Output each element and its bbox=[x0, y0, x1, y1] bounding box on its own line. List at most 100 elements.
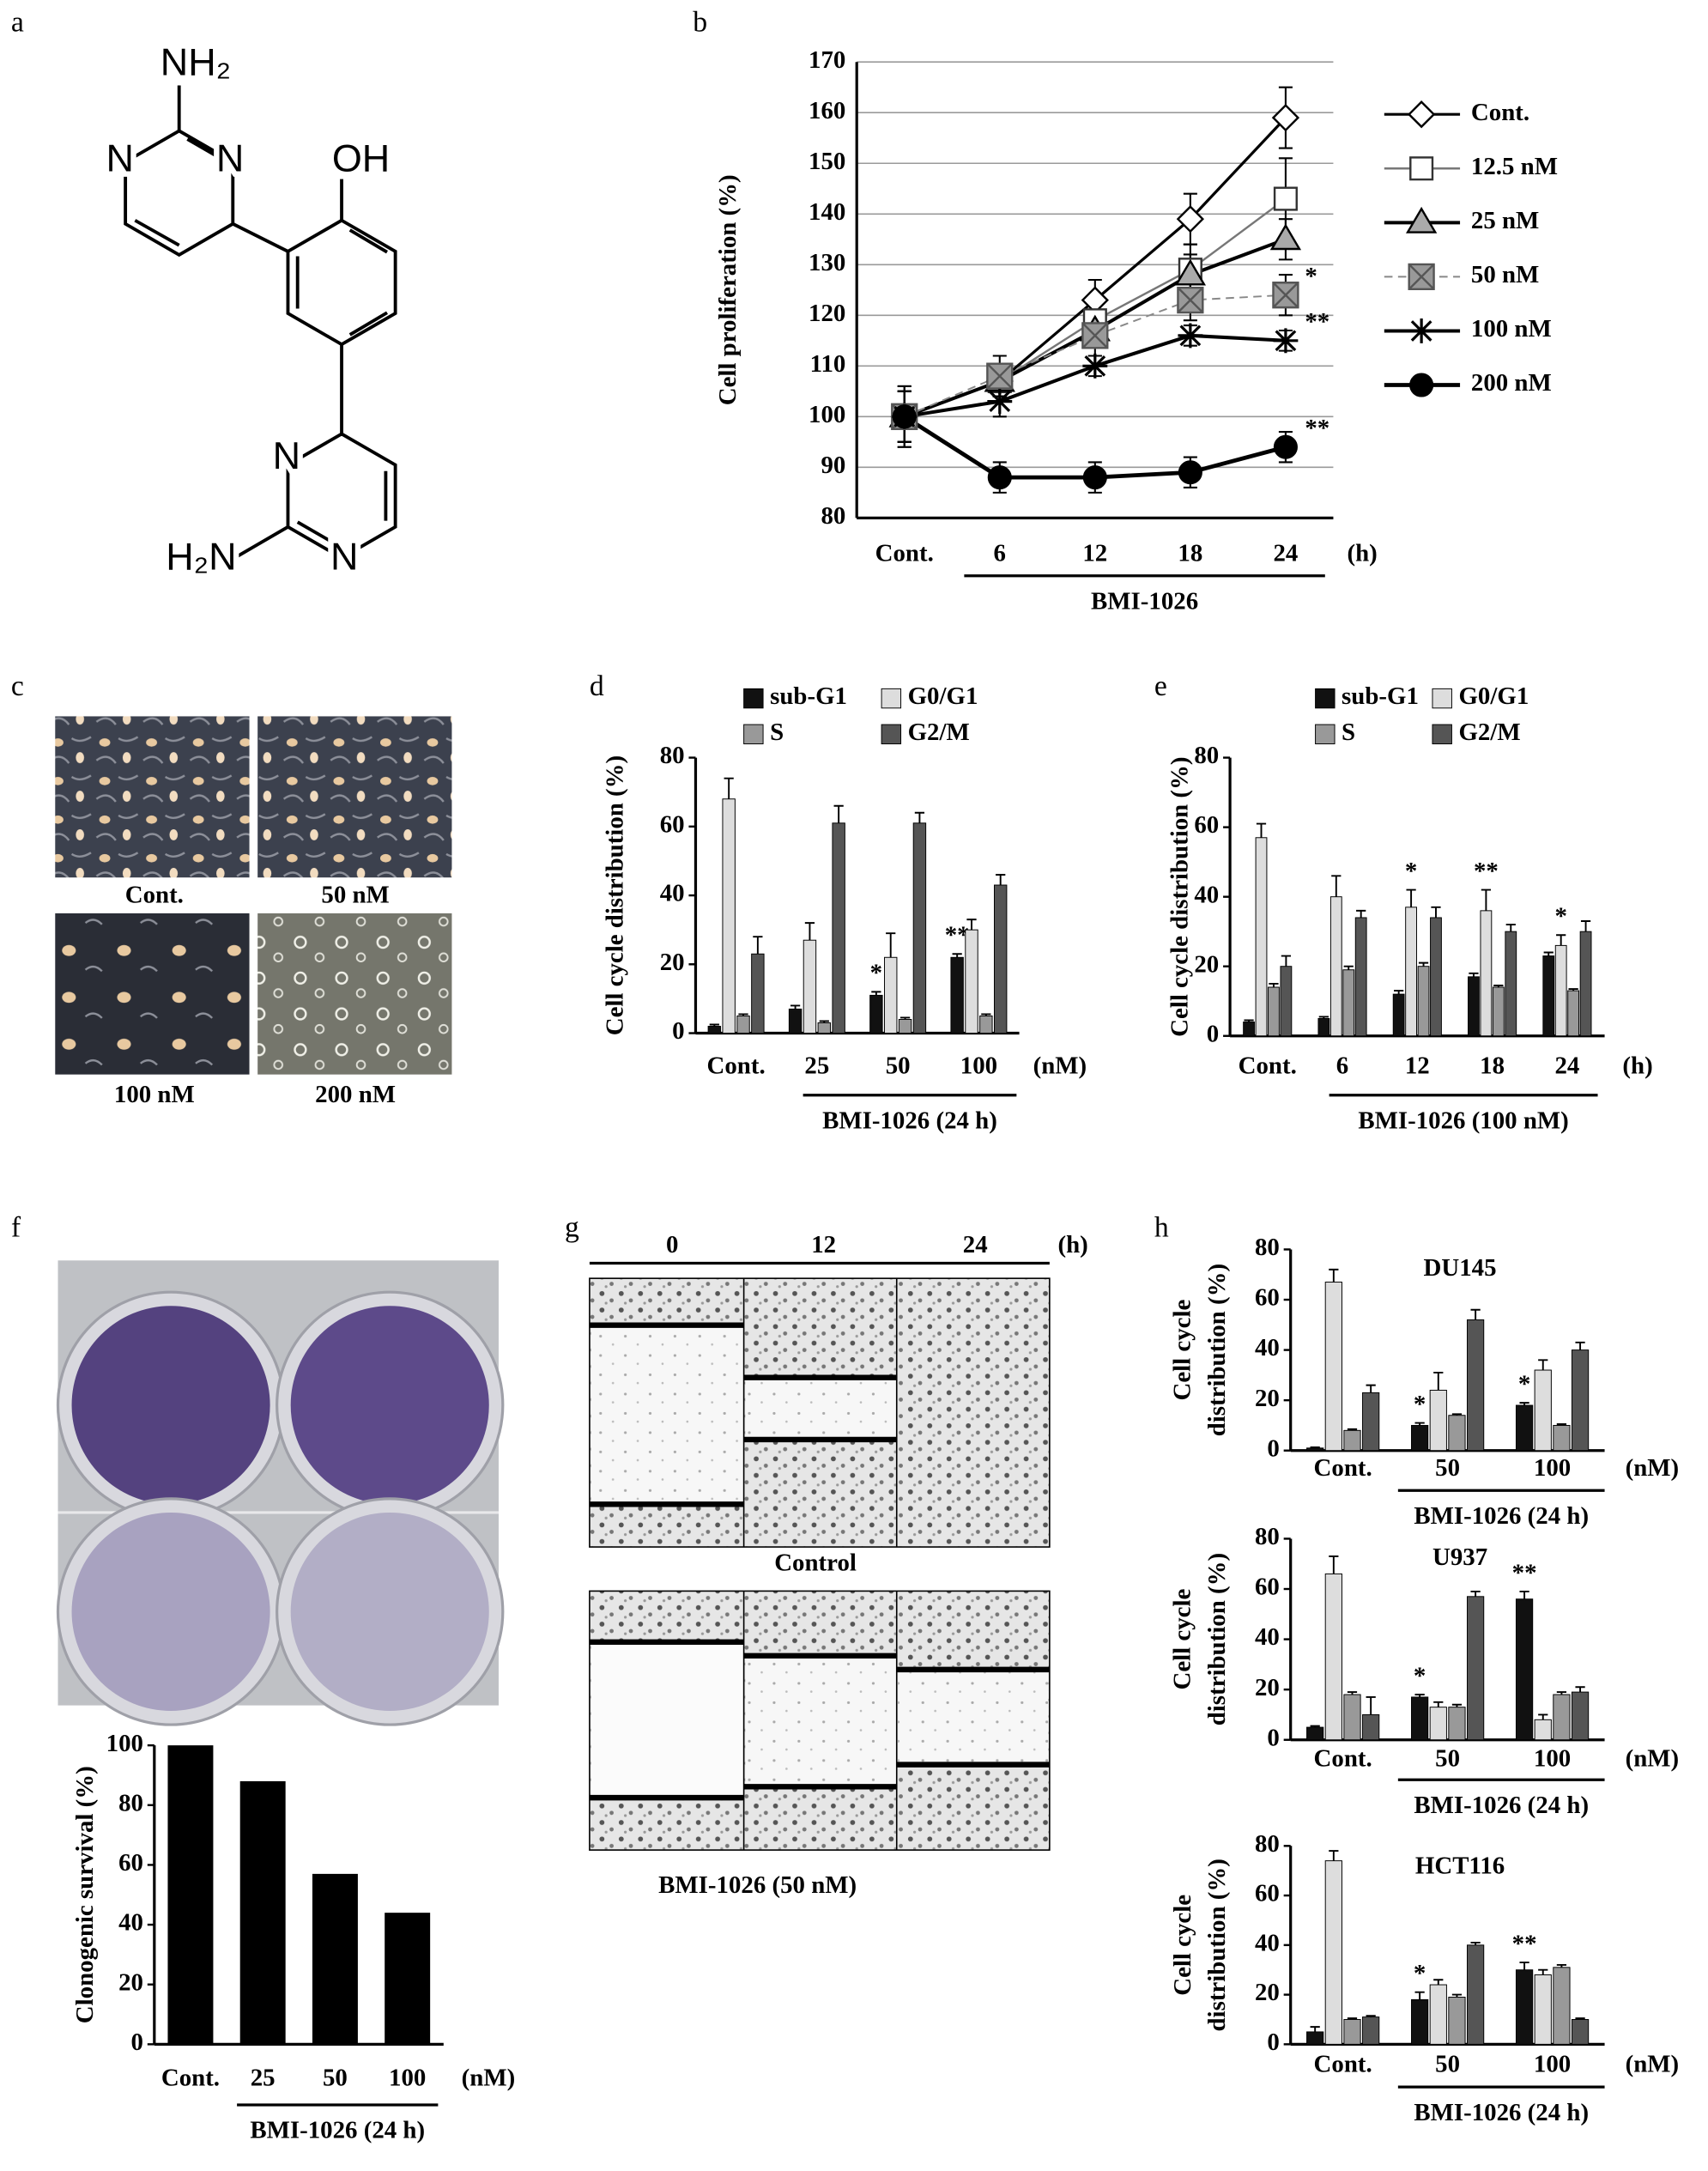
bar bbox=[803, 939, 817, 1034]
bar bbox=[1255, 837, 1268, 1037]
x-tick-label: 100 bbox=[1534, 1744, 1571, 1772]
y-tick-label: 0 bbox=[1267, 1434, 1279, 1462]
error-bar bbox=[1269, 982, 1279, 988]
error-bar bbox=[1329, 1268, 1339, 1283]
bar bbox=[1324, 1860, 1342, 2045]
marker bbox=[1174, 258, 1207, 286]
panel-label: c bbox=[11, 670, 24, 702]
y-tick-label: 110 bbox=[810, 350, 846, 378]
row-label: Control bbox=[774, 1549, 857, 1577]
bar bbox=[1515, 1969, 1534, 2045]
bar bbox=[979, 1015, 993, 1034]
x-unit: (h) bbox=[1622, 1052, 1652, 1079]
bar bbox=[1392, 993, 1405, 1037]
panel-label: f bbox=[11, 1212, 21, 1244]
marker bbox=[892, 404, 917, 429]
y-tick-label: 20 bbox=[660, 949, 685, 976]
error-bar bbox=[1451, 1993, 1463, 1998]
group-label: BMI-1026 (24 h) bbox=[1414, 2099, 1589, 2126]
y-tick-label: 90 bbox=[821, 452, 845, 479]
marker bbox=[1178, 460, 1202, 485]
significance-label: ** bbox=[1512, 1559, 1537, 1586]
error-bar bbox=[1481, 888, 1492, 911]
legend-label: 200 nM bbox=[1471, 369, 1552, 397]
error-bar bbox=[1414, 1422, 1425, 1426]
y-tick-label: 40 bbox=[1255, 1929, 1280, 1956]
marker bbox=[1082, 353, 1108, 379]
error-bar bbox=[724, 777, 734, 799]
time-label: 0 bbox=[666, 1231, 678, 1258]
legend-label: S bbox=[1342, 719, 1355, 746]
x-tick-label: 50 bbox=[1435, 2051, 1460, 2078]
atom-label: N bbox=[106, 136, 133, 180]
error-bar bbox=[966, 919, 977, 931]
bar bbox=[993, 884, 1008, 1034]
bar bbox=[1343, 1694, 1361, 1741]
time-label: 12 bbox=[811, 1231, 836, 1258]
bar bbox=[1280, 966, 1293, 1037]
photo-label: 50 nM bbox=[321, 881, 389, 908]
atom-label: OH bbox=[332, 136, 390, 180]
bar bbox=[1429, 1984, 1447, 2045]
bar bbox=[736, 1015, 750, 1034]
bar bbox=[817, 1022, 832, 1034]
bar bbox=[898, 1018, 912, 1034]
y-tick-label: 80 bbox=[118, 1789, 143, 1816]
legend-label: sub-G1 bbox=[1342, 682, 1419, 710]
bar bbox=[239, 1780, 286, 2045]
atom-label: N bbox=[216, 136, 244, 180]
error-bar bbox=[1347, 1691, 1358, 1695]
error-bar bbox=[1451, 1703, 1463, 1707]
bar bbox=[1306, 1726, 1324, 1741]
bar bbox=[1515, 1404, 1534, 1452]
bar bbox=[1448, 1415, 1466, 1452]
error-bar bbox=[886, 932, 896, 958]
x-tick-label: 18 bbox=[1178, 539, 1202, 567]
photo bbox=[257, 716, 452, 878]
error-bar bbox=[1580, 920, 1591, 932]
error-bar bbox=[1310, 1446, 1320, 1448]
y-tick-label: 60 bbox=[1255, 1284, 1280, 1312]
x-tick-label: 24 bbox=[1273, 539, 1298, 567]
wound-assay: 0 12 24 (h) Control BMI-1026 (50 nM) bbox=[589, 1231, 1088, 1899]
chart-title: HCT116 bbox=[1415, 1853, 1505, 1880]
photo bbox=[257, 913, 452, 1075]
bar bbox=[1571, 2019, 1590, 2045]
photo-label: 200 nM bbox=[315, 1081, 396, 1108]
panel-label: h bbox=[1154, 1212, 1169, 1244]
significance-label: * bbox=[1405, 858, 1417, 885]
y-tick-label: 80 bbox=[660, 742, 685, 769]
error-bar bbox=[1347, 2017, 1358, 2020]
marker bbox=[1176, 205, 1205, 233]
legend-label: 12.5 nM bbox=[1471, 153, 1558, 180]
bar bbox=[832, 822, 845, 1034]
error-bar bbox=[1256, 822, 1267, 838]
error-bar bbox=[914, 811, 925, 823]
y-axis-label: Cell cycle bbox=[1169, 1299, 1196, 1400]
significance-label: * bbox=[1305, 263, 1317, 290]
bar bbox=[1492, 986, 1505, 1037]
legend-label: G2/M bbox=[1458, 719, 1520, 746]
legend-label: sub-G1 bbox=[770, 682, 847, 710]
bar bbox=[1554, 944, 1567, 1037]
marker bbox=[1081, 322, 1109, 349]
error-bar bbox=[1470, 1941, 1481, 1945]
bar bbox=[1553, 1424, 1571, 1452]
error-bar bbox=[1406, 888, 1416, 907]
y-axis-label: distribution (%) bbox=[1203, 1553, 1231, 1725]
x-tick-label: 100 bbox=[960, 1052, 997, 1079]
marker bbox=[1178, 323, 1203, 349]
group-label: BMI-1026 (24 h) bbox=[250, 2117, 425, 2144]
bar bbox=[1343, 1429, 1361, 1452]
photo bbox=[55, 913, 250, 1075]
x-tick-label: Cont. bbox=[161, 2065, 220, 2092]
legend-marker bbox=[1407, 100, 1436, 129]
error-bar bbox=[1433, 1979, 1444, 1986]
x-tick-label: 100 bbox=[1534, 1454, 1571, 1482]
bar bbox=[1343, 2019, 1361, 2045]
error-bar bbox=[790, 1004, 801, 1010]
legend-label: 100 nM bbox=[1471, 315, 1552, 343]
y-axis-label: Cell proliferation (%) bbox=[714, 174, 742, 405]
y-tick-label: 80 bbox=[1255, 1234, 1280, 1261]
x-tick-label: Cont. bbox=[707, 1052, 766, 1079]
